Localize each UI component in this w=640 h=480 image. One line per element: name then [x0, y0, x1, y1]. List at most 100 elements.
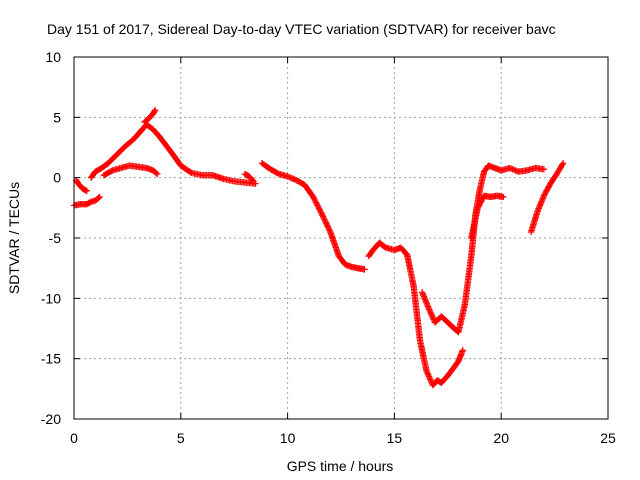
data-point-marker	[273, 169, 280, 176]
data-point-marker	[427, 376, 434, 383]
x-tick-label: 0	[70, 430, 78, 446]
data-point-marker	[323, 220, 330, 227]
data-point-marker	[311, 196, 318, 203]
data-point-marker	[426, 306, 433, 313]
data-point-marker	[326, 227, 333, 234]
x-tick-label: 5	[177, 430, 185, 446]
series-track-c	[87, 121, 259, 187]
data-point-marker	[167, 147, 174, 155]
data-point-marker	[317, 207, 324, 215]
data-point-marker	[82, 187, 89, 194]
data-point-marker	[285, 173, 293, 181]
data-point-marker	[319, 213, 327, 220]
grid-lines	[74, 57, 608, 419]
data-point-marker	[360, 265, 367, 273]
data-point-marker	[540, 193, 547, 201]
data-point-marker	[264, 164, 272, 171]
data-point-marker	[73, 178, 81, 185]
data-point-marker	[111, 153, 118, 161]
data-point-marker	[509, 166, 516, 173]
data-point-marker	[160, 139, 168, 146]
data-point-marker	[116, 165, 123, 172]
chart-title: Day 151 of 2017, Sidereal Day-to-day VTE…	[47, 21, 556, 37]
data-point-marker	[248, 176, 255, 183]
y-tick-label: -20	[41, 411, 61, 427]
data-point-marker	[321, 217, 329, 225]
data-point-marker	[315, 203, 322, 211]
data-point-marker	[308, 191, 315, 198]
data-point-marker	[135, 130, 142, 138]
data-point-marker	[380, 242, 387, 250]
data-point-marker	[154, 131, 161, 138]
data-point-marker	[453, 360, 460, 367]
data-point-marker	[324, 223, 331, 230]
data-point-marker	[449, 366, 456, 373]
data-point-marker	[151, 169, 159, 176]
series-track-h	[365, 239, 466, 389]
x-tick-label: 25	[600, 430, 616, 446]
data-point-marker	[429, 313, 436, 320]
series-track-j	[468, 192, 507, 242]
data-point-marker	[323, 221, 331, 229]
data-point-marker	[90, 170, 97, 178]
data-point-marker	[559, 161, 566, 168]
data-point-marker	[282, 172, 290, 180]
data-point-marker	[558, 162, 565, 170]
data-point-marker	[96, 166, 103, 173]
y-tick-label: -5	[49, 230, 62, 246]
data-point-marker	[340, 258, 347, 266]
data-point-marker	[313, 200, 320, 208]
data-point-marker	[459, 348, 466, 355]
data-point-marker	[81, 186, 88, 193]
data-point-marker	[510, 166, 518, 174]
data-point-marker	[312, 199, 320, 206]
data-point-marker	[150, 109, 157, 116]
data-point-marker	[427, 377, 435, 385]
data-point-marker	[128, 137, 135, 145]
data-point-marker	[249, 177, 256, 184]
data-point-marker	[545, 183, 553, 190]
y-axis-label: SDTVAR / TECUs	[6, 182, 22, 294]
data-point-marker	[424, 370, 431, 377]
data-point-marker	[507, 165, 515, 172]
series-track-b	[72, 176, 91, 195]
series-track-a	[70, 193, 103, 209]
data-point-marker	[320, 214, 327, 222]
data-point-marker	[442, 374, 450, 381]
data-point-marker	[321, 216, 328, 223]
data-point-marker	[402, 249, 409, 257]
data-point-marker	[299, 180, 306, 187]
data-point-marker	[428, 312, 435, 319]
series-track-f	[241, 170, 257, 185]
data-point-marker	[185, 168, 193, 175]
data-point-marker	[287, 174, 294, 181]
axis-ticks: 0 5 10 15 20 25 -20 -15 -10 -5 0 5 10	[41, 49, 616, 446]
x-tick-label: 20	[493, 430, 509, 446]
data-point-marker	[312, 197, 319, 205]
data-point-marker	[539, 165, 546, 173]
data-point-marker	[424, 303, 432, 310]
x-tick-label: 10	[280, 430, 296, 446]
data-point-marker	[498, 193, 506, 200]
data-point-marker	[153, 169, 160, 177]
data-point-marker	[442, 317, 449, 324]
data-point-marker	[476, 188, 483, 195]
data-point-marker	[319, 212, 326, 219]
data-point-marker	[316, 206, 323, 213]
data-point-marker	[425, 373, 433, 380]
data-point-marker	[422, 366, 430, 373]
data-point-marker	[512, 167, 519, 174]
data-point-marker	[325, 224, 332, 231]
series-track-k	[527, 159, 567, 236]
data-point-marker	[102, 161, 110, 168]
y-tick-label: -10	[41, 290, 61, 306]
x-axis-label: GPS time / hours	[287, 458, 394, 474]
series-track-d	[141, 106, 159, 126]
data-point-marker	[426, 374, 433, 382]
data-point-marker	[551, 173, 559, 180]
data-point-marker	[474, 206, 481, 213]
data-point-marker	[151, 108, 158, 115]
data-marks	[70, 106, 567, 389]
